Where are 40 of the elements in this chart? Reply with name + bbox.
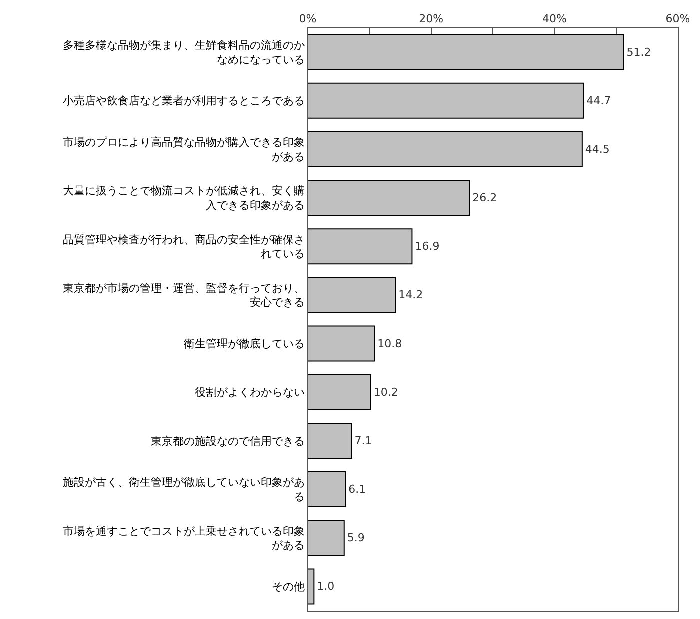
data-label: 16.9: [415, 240, 440, 254]
bar: [308, 422, 352, 459]
bar: [308, 277, 396, 314]
data-label: 44.5: [585, 142, 610, 156]
bar: [308, 520, 345, 556]
y-tick-label: 施設が古く、衛生管理が徹底していない印象がある: [62, 476, 305, 504]
data-label: 14.2: [398, 288, 424, 302]
data-label: 7.1: [354, 434, 372, 448]
y-tick-label: 役割がよくわからない: [194, 386, 305, 400]
bar: [308, 568, 315, 605]
y-tick-label: 市場のプロにより高品質な品物が購入できる印象がある: [62, 136, 305, 164]
data-label: 5.9: [347, 532, 365, 545]
y-tick-label: 東京都が市場の管理・運営、監督を行っており、安心できる: [62, 282, 305, 310]
y-tick-label: 多種多様な品物が集まり、生鮮食料品の流通のかなめになっている: [62, 38, 305, 66]
data-label: 51.2: [626, 46, 652, 59]
data-label: 10.2: [374, 386, 398, 399]
data-label: 6.1: [348, 483, 366, 496]
bar: [308, 82, 584, 119]
data-label: 44.7: [586, 94, 612, 108]
bar: [308, 228, 413, 265]
x-tick-label: 0%: [299, 12, 317, 26]
data-label: 26.2: [472, 192, 498, 205]
y-tick-label: その他: [272, 580, 305, 594]
y-tick-label: 品質管理や検査が行われ、商品の安全性が確保されている: [62, 233, 305, 261]
bar: [308, 326, 376, 362]
bar: [308, 34, 624, 70]
y-tick-label: 衛生管理が徹底している: [184, 338, 305, 351]
y-tick-label: 大量に扱うことで物流コストが低減され、安く購入できる印象がある: [62, 184, 305, 212]
x-tick-label: 20%: [419, 12, 444, 26]
bar: [308, 180, 470, 216]
y-tick-label: 東京都の施設なので信用できる: [150, 434, 305, 448]
bar: [308, 472, 346, 508]
data-label: 1.0: [317, 580, 335, 594]
y-tick-label: 市場を通すことでコストが上乗せされている印象がある: [62, 524, 305, 552]
y-tick-label: 小売店や飲食店など業者が利用するところである: [62, 94, 305, 108]
bar: [308, 131, 583, 168]
x-tick-label: 60%: [666, 12, 690, 26]
bar: [308, 374, 372, 410]
x-tick-label: 40%: [542, 12, 567, 26]
data-label: 10.8: [378, 337, 402, 350]
